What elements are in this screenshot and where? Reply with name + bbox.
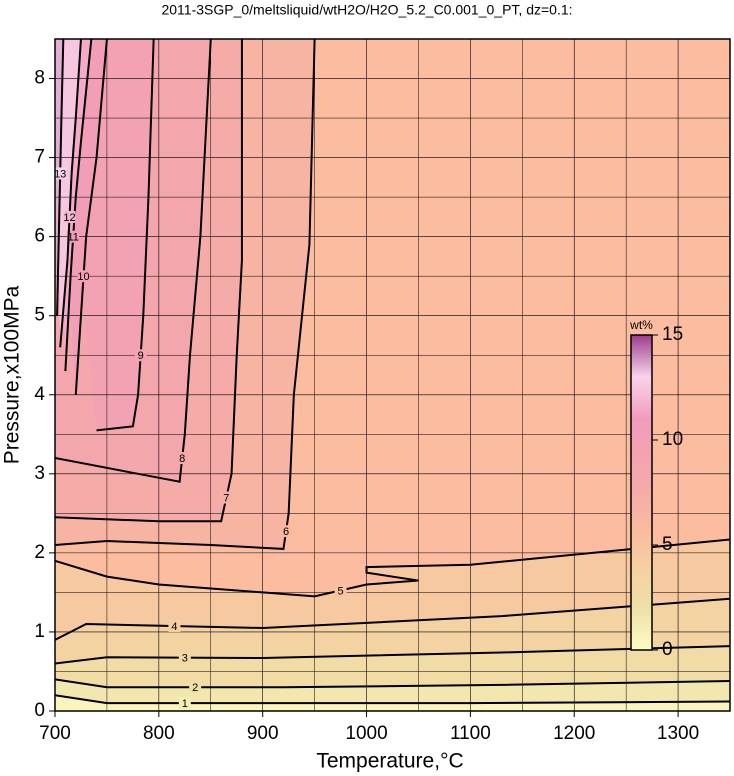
contour-label: 9 <box>138 350 144 362</box>
contour-label-bg <box>280 525 293 538</box>
y-tick-label: 6 <box>34 226 45 247</box>
contour-label: 4 <box>171 621 177 633</box>
contour-label: 6 <box>283 526 289 538</box>
contour-label-bg <box>55 167 67 180</box>
contour-label-bg <box>178 651 191 664</box>
x-tick-label: 800 <box>143 723 175 744</box>
contour-line <box>59 39 82 348</box>
y-tick-label: 0 <box>34 700 45 721</box>
contour-line <box>55 678 730 689</box>
contour-label: 3 <box>182 653 188 665</box>
y-tick-label: 2 <box>34 542 45 563</box>
y-tick-label: 7 <box>34 147 45 168</box>
y-tick-label: 4 <box>34 384 45 405</box>
contour-label-bg <box>168 620 181 633</box>
contour-label: 12 <box>63 212 75 224</box>
contour-line <box>55 694 730 705</box>
contour-label-bg <box>178 697 191 710</box>
colorbar-tick-label: 5 <box>662 534 673 555</box>
y-tick-label: 8 <box>34 68 45 89</box>
x-tick-label: 1000 <box>345 723 387 744</box>
contour-line <box>55 538 730 598</box>
contour-label: 7 <box>223 492 229 504</box>
contour-label-bg <box>67 230 80 243</box>
x-tick-label: 900 <box>247 723 279 744</box>
contour-label: 5 <box>338 585 344 597</box>
y-tick-label: 1 <box>34 621 45 642</box>
y-axis-label: Pressure,x100MPa <box>1 285 24 464</box>
contour-label-bg <box>220 491 233 504</box>
plot-frame <box>54 38 731 712</box>
colorbar-label: wt% <box>629 318 653 332</box>
contour-label-bg <box>189 681 202 694</box>
contour-label: 10 <box>77 271 89 283</box>
contour-label: 13 <box>54 168 66 180</box>
contour-label: 8 <box>179 453 185 465</box>
x-axis-label: Temperature,°C <box>316 750 463 773</box>
contour-label-bg <box>334 584 347 597</box>
contour-label-bg <box>63 210 76 223</box>
x-tick-label: 1200 <box>553 723 595 744</box>
colorbar <box>630 334 653 651</box>
chart-title: 2011-3SGP_0/meltsliquid/wtH2O/H2O_5.2_C0… <box>161 2 572 18</box>
colorbar-tick-label: 10 <box>662 429 683 450</box>
x-tick-label: 1300 <box>657 723 699 744</box>
x-tick-label: 1100 <box>450 723 491 744</box>
y-tick-label: 5 <box>34 305 45 326</box>
colorbar-tick-label: 15 <box>662 324 683 345</box>
contour-line <box>55 645 730 665</box>
contour-line <box>55 39 243 523</box>
contour-label-bg <box>176 452 189 465</box>
contour-label: 11 <box>67 232 78 244</box>
y-tick-label: 3 <box>34 463 45 484</box>
contour-line <box>55 597 730 641</box>
contour-label: 1 <box>182 698 188 710</box>
x-tick-label: 700 <box>39 723 71 744</box>
contour-line <box>55 39 212 483</box>
contour-label: 2 <box>192 682 198 694</box>
contour-line <box>64 39 93 372</box>
contour-line <box>74 39 108 395</box>
contour-label-bg <box>77 270 90 283</box>
contour-label-bg <box>134 349 147 362</box>
colorbar-tick-label: 0 <box>662 639 673 660</box>
